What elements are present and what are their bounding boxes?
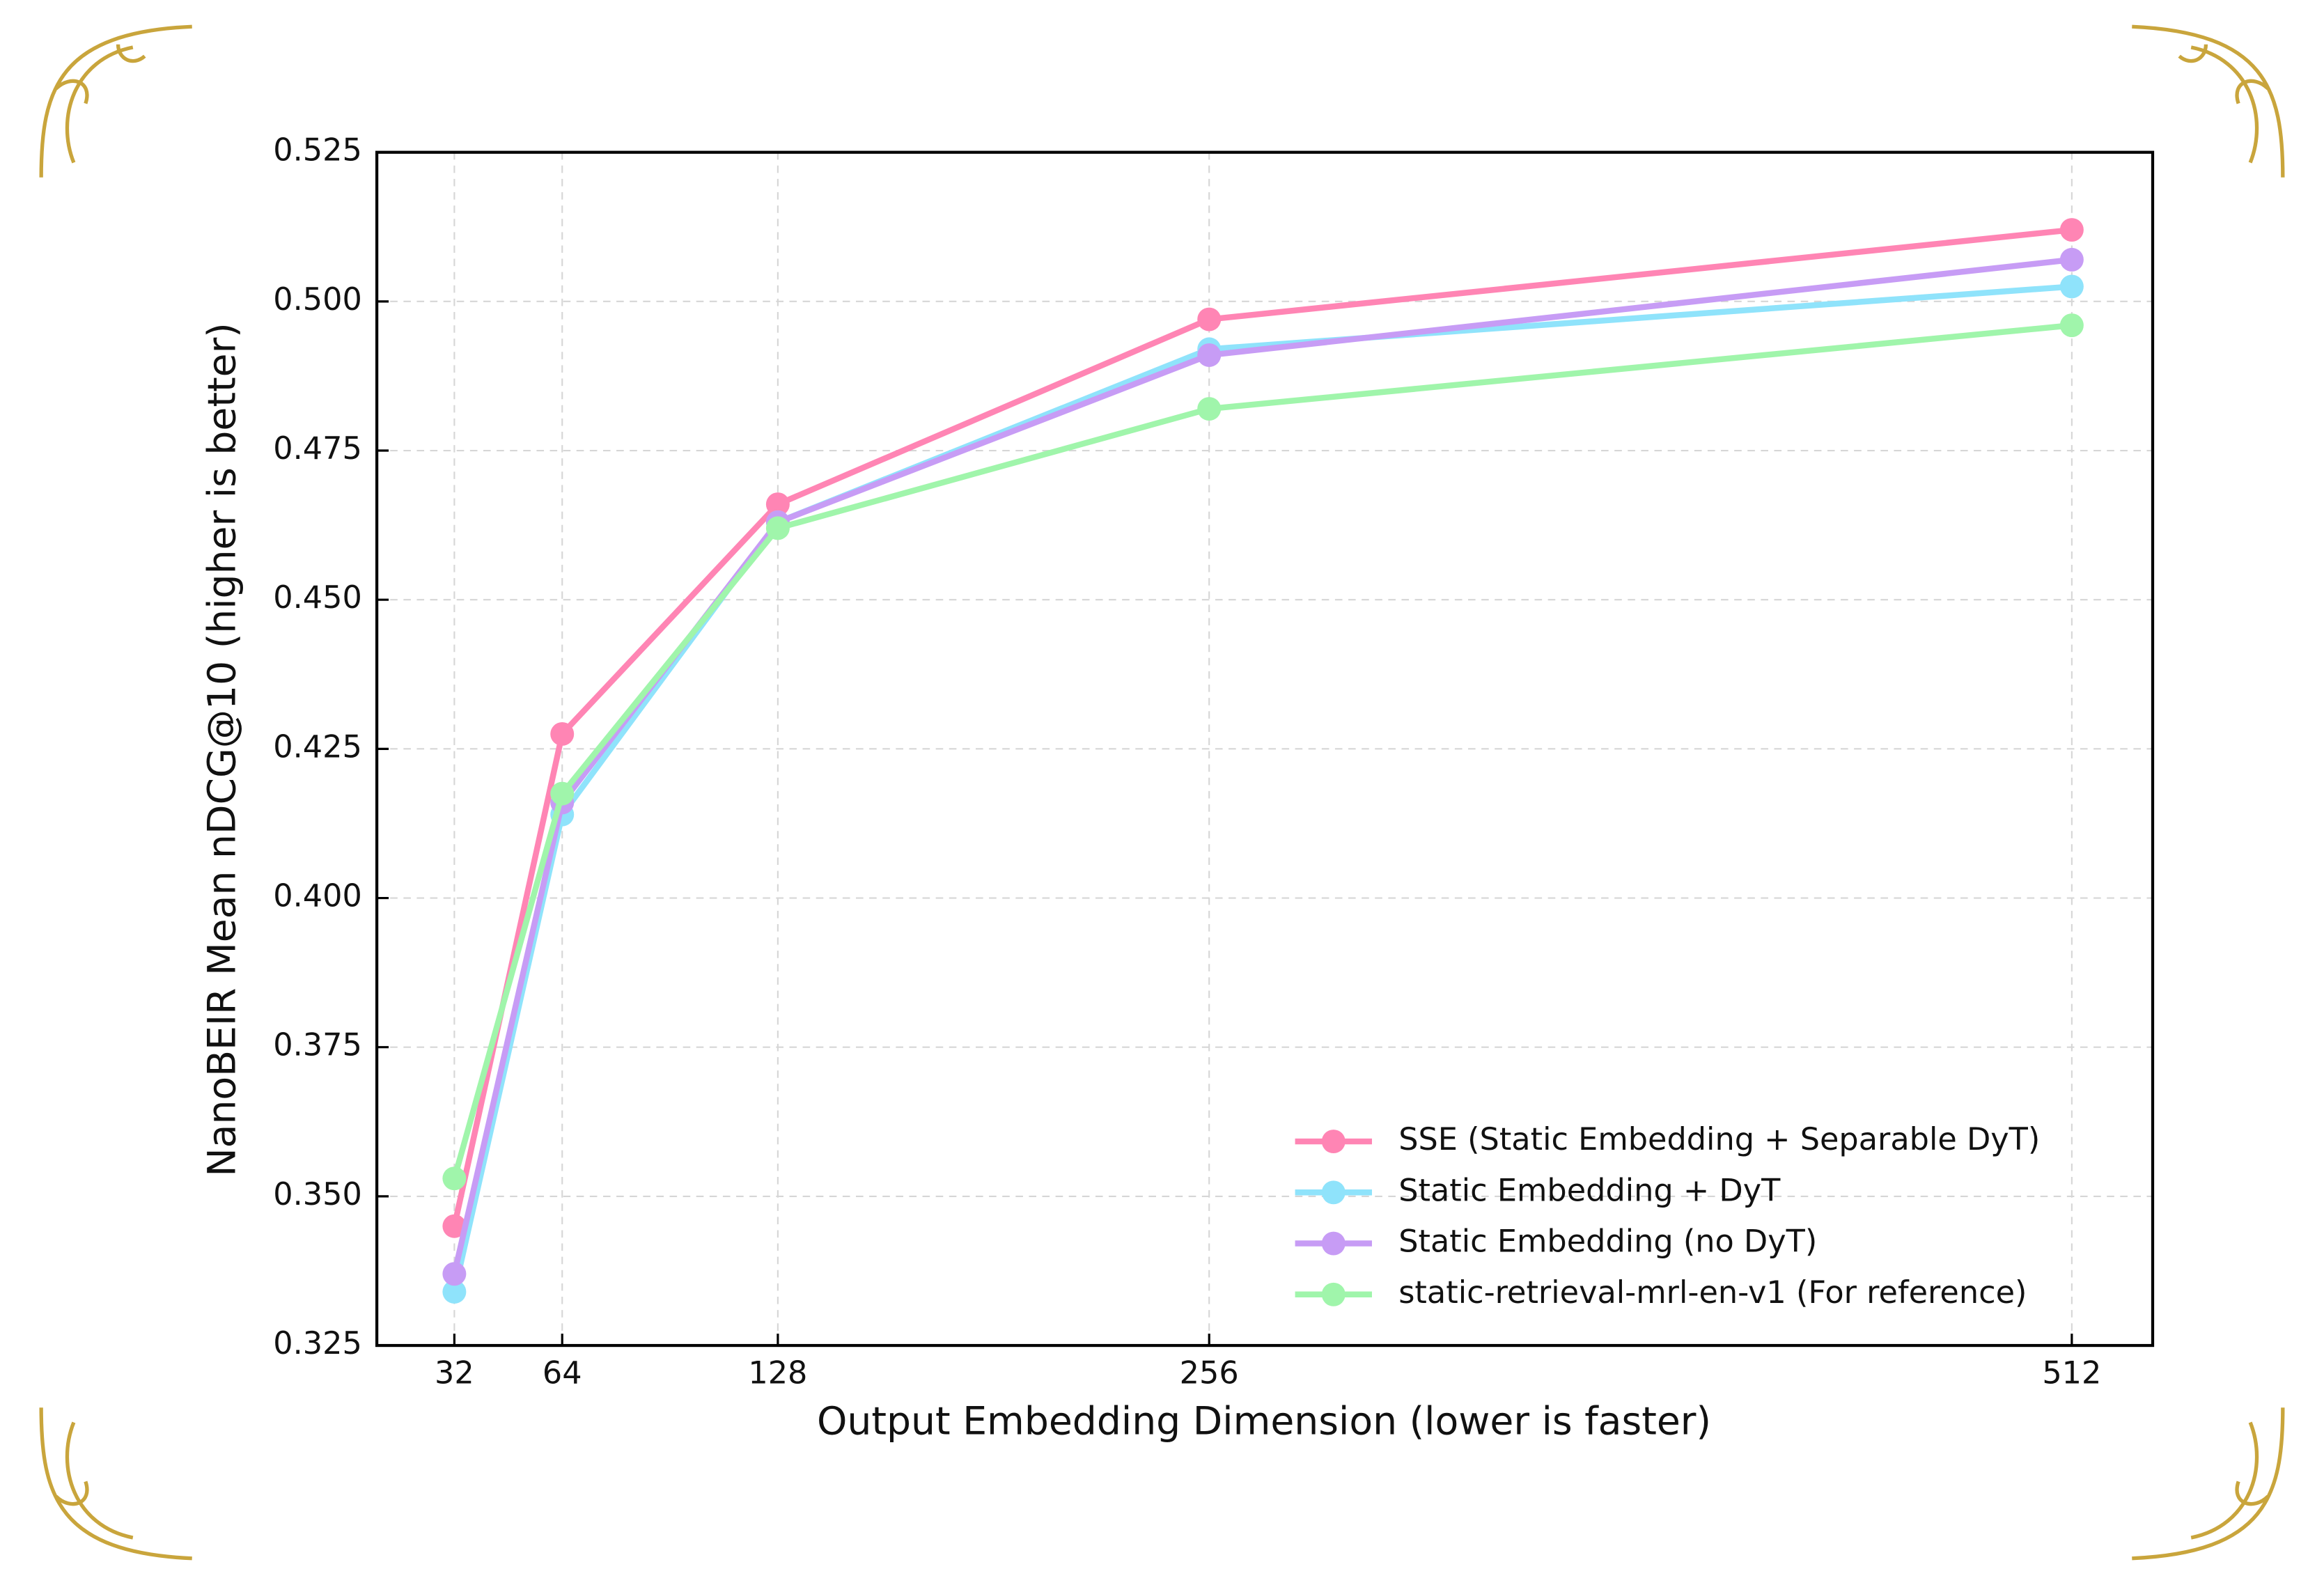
ornament [39, 24, 2285, 1561]
x-tick-label: 512 [2042, 1355, 2101, 1391]
data-point [2059, 218, 2084, 242]
legend-label: Static Embedding (no DyT) [1398, 1224, 1817, 1260]
legend-marker [1321, 1130, 1346, 1154]
x-axis-label: Output Embedding Dimension (lower is fas… [817, 1400, 1711, 1444]
data-point [442, 1262, 467, 1286]
y-tick-label: 0.450 [273, 579, 362, 616]
data-point [550, 781, 575, 806]
x-tick-label: 32 [435, 1355, 474, 1391]
data-point [2059, 313, 2084, 338]
legend: SSE (Static Embedding + Separable DyT) St… [1295, 1121, 2040, 1311]
legend-label: static-retrieval-mrl-en-v1 (For referenc… [1398, 1274, 2027, 1311]
plot-frame [375, 150, 2155, 1348]
data-point [442, 1166, 467, 1191]
data-point [1197, 343, 1222, 367]
data-point [765, 516, 790, 540]
legend-marker [1321, 1282, 1346, 1306]
legend-label: SSE (Static Embedding + Separable DyT) [1398, 1121, 2040, 1157]
y-axis-label: NanoBEIR Mean nDCG@10 (higher is better) [201, 322, 245, 1176]
y-tick-label: 0.400 [273, 878, 362, 914]
x-tick-label: 64 [543, 1355, 582, 1391]
y-tick-label: 0.325 [273, 1325, 362, 1361]
data-point [550, 721, 575, 746]
data-point [442, 1279, 467, 1304]
y-tick-label: 0.475 [273, 430, 362, 467]
y-tick-label: 0.525 [273, 132, 362, 169]
y-tick-label: 0.350 [273, 1176, 362, 1212]
data-point [765, 492, 790, 517]
data-point [1197, 307, 1222, 331]
y-tick-label: 0.500 [273, 281, 362, 318]
y-tick-label: 0.425 [273, 728, 362, 765]
legend-label: Static Embedding + DyT [1398, 1172, 1781, 1208]
data-point [2059, 274, 2084, 299]
x-tick-label: 128 [748, 1355, 807, 1391]
data-point [1197, 397, 1222, 421]
legend-marker [1321, 1180, 1346, 1205]
data-point [442, 1214, 467, 1238]
y-tick-label: 0.375 [273, 1027, 362, 1063]
legend-marker [1321, 1231, 1346, 1256]
data-point [2059, 247, 2084, 272]
x-tick-label: 256 [1180, 1355, 1239, 1391]
background [14, 0, 2310, 1585]
